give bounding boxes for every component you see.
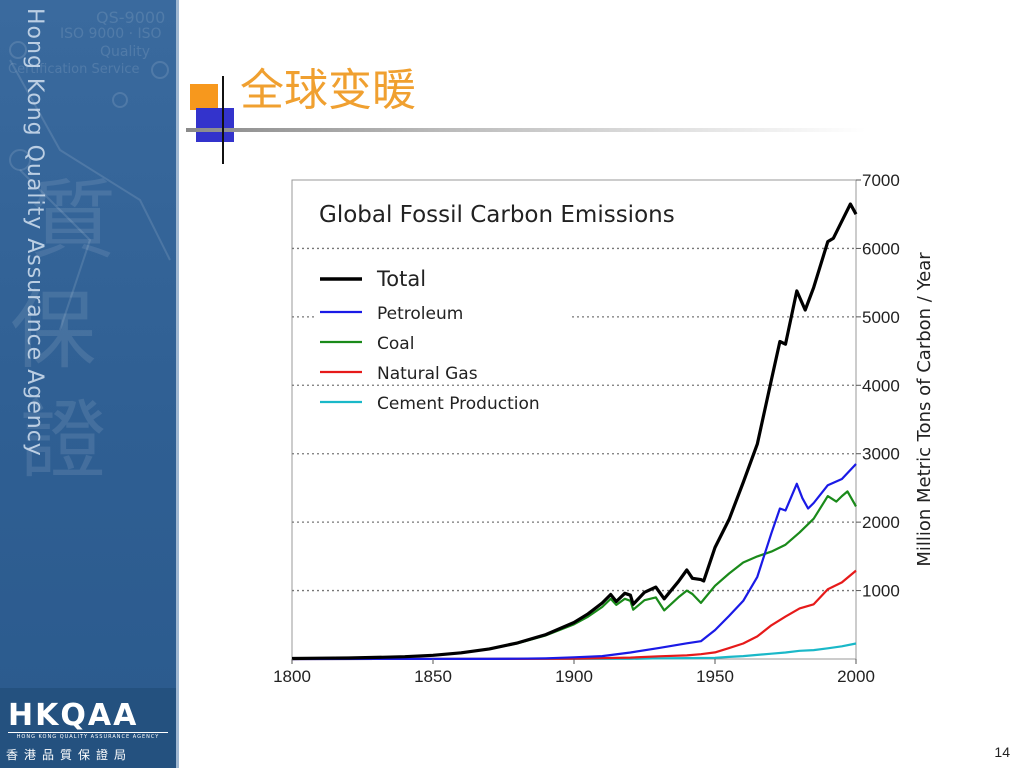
legend-label: Total — [376, 267, 426, 291]
x-tick-label: 2000 — [837, 667, 875, 686]
watermark-line: ISO 9000 · ISO — [60, 26, 162, 42]
legend-label: Petroleum — [377, 304, 463, 324]
agency-vertical-text: Hong Kong Quality Assurance Agency — [22, 8, 47, 457]
emissions-chart: Total Petroleum Coal Natural Gas Cement Prod… — [273, 171, 935, 686]
y-tick-label: 1000 — [862, 582, 900, 601]
y-axis-label: Million Metric Tons of Carbon / Year — [914, 252, 935, 567]
y-tick-label: 3000 — [862, 445, 900, 464]
title-underline — [186, 128, 866, 132]
title-accent-orange — [190, 84, 218, 110]
y-tick-label: 2000 — [862, 513, 900, 532]
sidebar-panel: QS-9000 ISO 9000 · ISO Quality Certifica… — [0, 0, 176, 768]
series-line — [291, 569, 857, 661]
grid-layer — [292, 247, 856, 592]
logo-divider — [8, 732, 168, 733]
slide-title: 全球变暖 — [240, 65, 416, 116]
y-tick-label: 6000 — [862, 239, 900, 258]
hkqaa-logo: HKQAA HONG KONG QUALITY ASSURANCE AGENCY… — [0, 688, 176, 768]
svg-text:保: 保 — [10, 281, 96, 381]
svg-text:質: 質 — [30, 171, 116, 271]
x-tick-label: 1950 — [696, 667, 734, 686]
logo-chinese-name: 香港品質保證局 — [6, 748, 133, 762]
series-line — [291, 202, 858, 661]
svg-text:證: 證 — [20, 391, 106, 491]
x-tick-label: 1800 — [273, 667, 311, 686]
chart-title: Global Fossil Carbon Emissions — [319, 202, 675, 228]
legend-label: Coal — [377, 334, 414, 354]
axis-layer: 1000 2000 3000 4000 5000 6000 7000 1800 1850 1900… — [273, 171, 900, 686]
page-number: 14 — [994, 744, 1010, 760]
series-line — [291, 642, 857, 661]
y-tick-label: 4000 — [862, 376, 900, 395]
logo-wordmark: HKQAA — [8, 698, 139, 733]
title-accent-tick — [222, 76, 224, 164]
y-tick-label: 5000 — [862, 308, 900, 327]
x-tick-label: 1900 — [555, 667, 593, 686]
watermark-line: QS-9000 — [96, 8, 166, 27]
legend-label: Natural Gas — [377, 364, 478, 384]
x-tick-label: 1850 — [414, 667, 452, 686]
y-tick-label: 7000 — [862, 171, 900, 190]
watermark-line: Certification Service — [8, 62, 140, 77]
plot-frame — [291, 179, 857, 660]
title-accent-blue — [196, 108, 234, 142]
legend-backdrop — [314, 263, 464, 289]
sidebar-watermark-graphic: 質保證 — [9, 41, 171, 491]
sidebar-edge — [176, 0, 179, 768]
series-line — [291, 463, 857, 661]
logo-subtitle: HONG KONG QUALITY ASSURANCE AGENCY — [16, 734, 160, 740]
series-layer — [291, 202, 858, 661]
watermark-line: Quality — [100, 44, 151, 60]
legend: Total Petroleum Coal Natural Gas Cement Prod… — [314, 263, 569, 414]
legend-label: Cement Production — [377, 394, 540, 414]
